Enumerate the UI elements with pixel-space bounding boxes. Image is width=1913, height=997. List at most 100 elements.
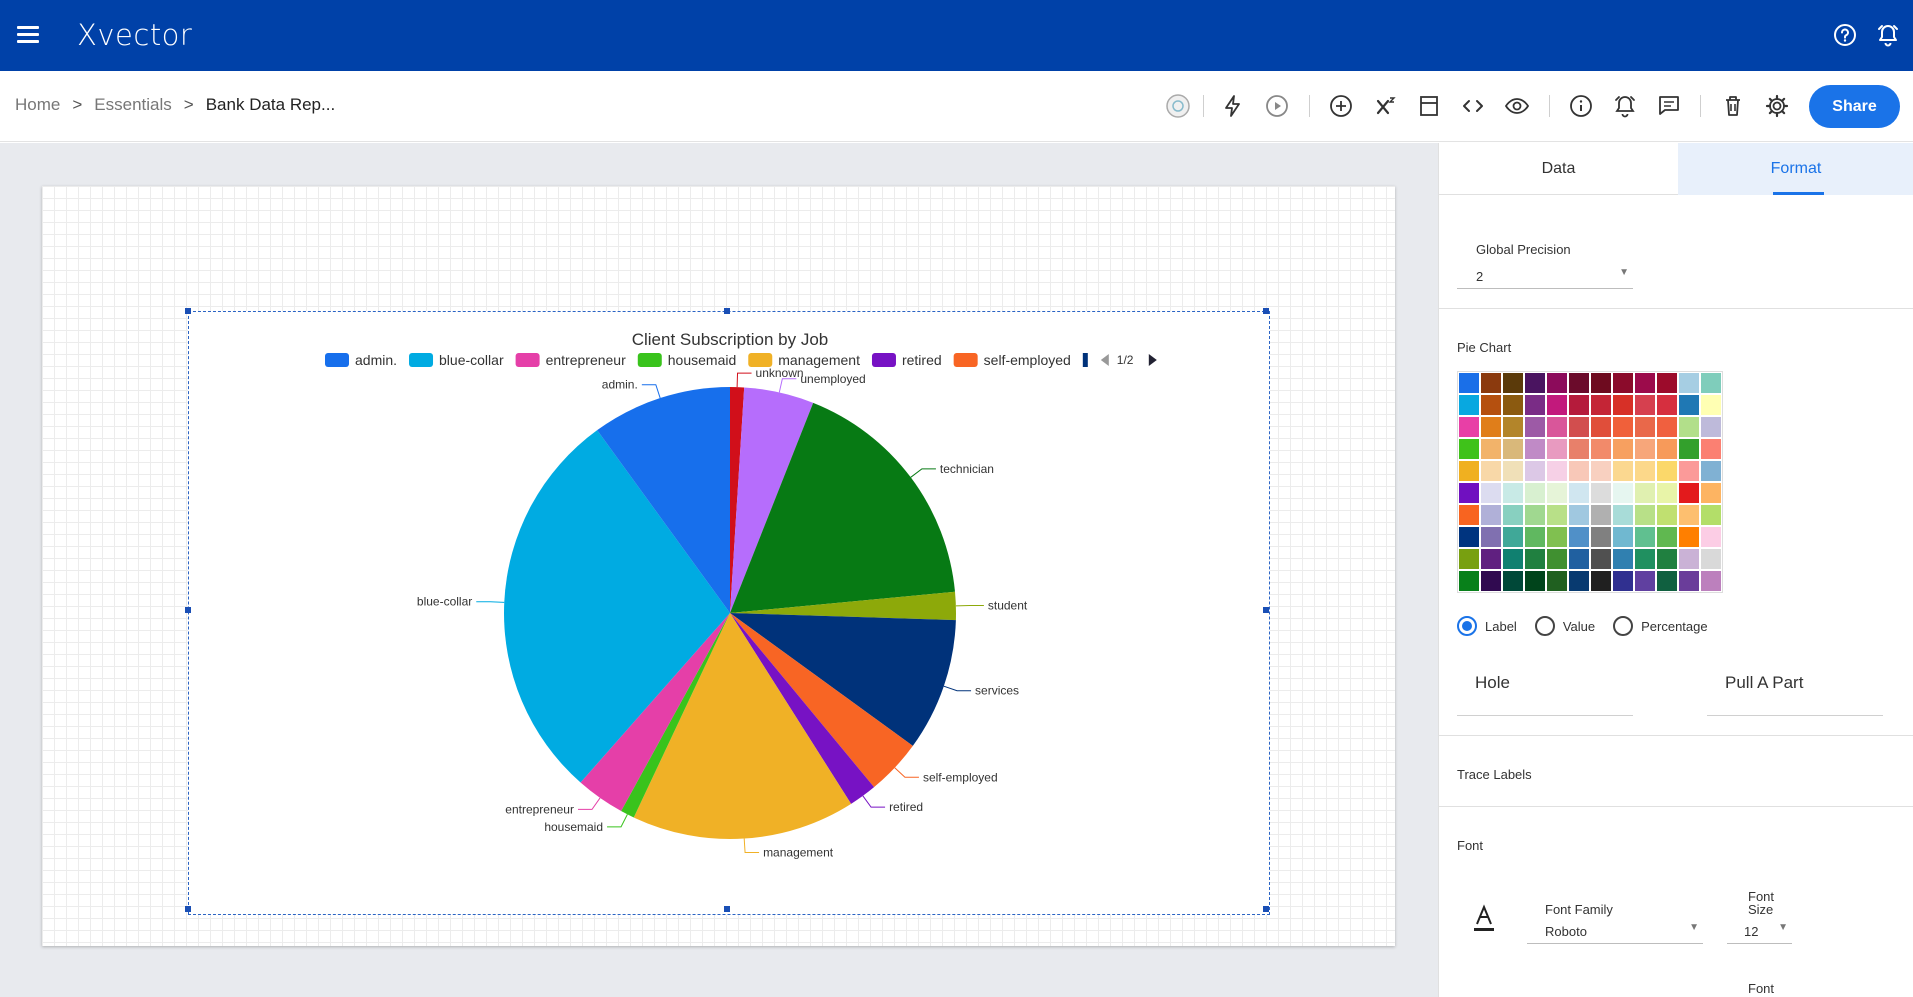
- color-swatch[interactable]: [1590, 548, 1612, 570]
- color-swatch[interactable]: [1546, 482, 1568, 504]
- breadcrumb-essentials[interactable]: Essentials: [94, 95, 172, 114]
- color-swatch[interactable]: [1524, 570, 1546, 592]
- color-swatch[interactable]: [1678, 438, 1700, 460]
- color-swatch[interactable]: [1502, 482, 1524, 504]
- tab-format[interactable]: Format: [1678, 143, 1913, 195]
- tab-data[interactable]: Data: [1541, 160, 1576, 177]
- pie-chart-widget[interactable]: Client Subscription by Job admin. blue-co…: [185, 308, 1270, 915]
- color-swatch[interactable]: [1700, 460, 1722, 482]
- color-swatch[interactable]: [1458, 372, 1480, 394]
- color-swatch[interactable]: [1700, 482, 1722, 504]
- color-swatch[interactable]: [1612, 460, 1634, 482]
- color-swatch[interactable]: [1546, 504, 1568, 526]
- color-swatch[interactable]: [1546, 372, 1568, 394]
- color-swatch[interactable]: [1634, 372, 1656, 394]
- color-swatch[interactable]: [1524, 372, 1546, 394]
- color-swatch[interactable]: [1634, 504, 1656, 526]
- color-swatch[interactable]: [1656, 460, 1678, 482]
- menu-icon[interactable]: [17, 26, 39, 44]
- color-swatch[interactable]: [1634, 570, 1656, 592]
- pie-slice-bluecollar[interactable]: [503, 430, 730, 783]
- color-swatch[interactable]: [1590, 526, 1612, 548]
- code-icon[interactable]: [1460, 93, 1486, 119]
- color-swatch[interactable]: [1678, 416, 1700, 438]
- resize-handle-bottom-left[interactable]: [185, 906, 191, 912]
- resize-handle-bottom[interactable]: [724, 906, 730, 912]
- color-swatch[interactable]: [1568, 548, 1590, 570]
- pie-slice-housemaid[interactable]: [621, 613, 730, 818]
- color-swatch[interactable]: [1678, 372, 1700, 394]
- color-swatch[interactable]: [1700, 504, 1722, 526]
- color-swatch[interactable]: [1480, 482, 1502, 504]
- pie-slice-management[interactable]: [633, 613, 852, 839]
- legend-swatch[interactable]: [325, 353, 349, 367]
- hole-field[interactable]: Hole: [1457, 673, 1633, 716]
- formula-icon[interactable]: [1373, 93, 1399, 119]
- color-swatch[interactable]: [1524, 526, 1546, 548]
- pie-slice-unemployed[interactable]: [730, 387, 814, 613]
- color-swatch[interactable]: [1458, 416, 1480, 438]
- color-swatch[interactable]: [1590, 438, 1612, 460]
- color-swatch[interactable]: [1524, 394, 1546, 416]
- pie-slice-retired[interactable]: [730, 613, 875, 804]
- legend-swatch[interactable]: [748, 353, 773, 367]
- pie-slice-technician[interactable]: [730, 402, 955, 613]
- color-swatch[interactable]: [1524, 438, 1546, 460]
- color-swatch[interactable]: [1700, 416, 1722, 438]
- color-swatch[interactable]: [1612, 482, 1634, 504]
- trace-labels-label[interactable]: Trace Labels: [1457, 767, 1532, 782]
- color-swatch[interactable]: [1546, 570, 1568, 592]
- radio-value[interactable]: [1534, 616, 1555, 636]
- color-swatch[interactable]: [1634, 438, 1656, 460]
- color-swatch[interactable]: [1502, 438, 1524, 460]
- color-swatch[interactable]: [1458, 460, 1480, 482]
- resize-handle-bottom-right[interactable]: [1263, 906, 1269, 912]
- color-swatch[interactable]: [1656, 526, 1678, 548]
- color-swatch[interactable]: [1502, 372, 1524, 394]
- color-swatch[interactable]: [1502, 460, 1524, 482]
- color-swatch[interactable]: [1480, 372, 1502, 394]
- color-swatch[interactable]: [1678, 526, 1700, 548]
- pie-slice-admin[interactable]: [597, 387, 730, 613]
- color-swatch[interactable]: [1656, 416, 1678, 438]
- color-swatch[interactable]: [1546, 438, 1568, 460]
- color-swatch[interactable]: [1458, 526, 1480, 548]
- layout-icon[interactable]: [1416, 93, 1442, 119]
- color-swatch[interactable]: [1568, 504, 1590, 526]
- pie-slice-services[interactable]: [730, 613, 956, 746]
- color-swatch[interactable]: [1502, 416, 1524, 438]
- color-swatch[interactable]: [1502, 394, 1524, 416]
- color-swatch[interactable]: [1546, 416, 1568, 438]
- font-color-icon[interactable]: [1471, 904, 1497, 934]
- color-swatch[interactable]: [1678, 504, 1700, 526]
- color-swatch[interactable]: [1700, 394, 1722, 416]
- color-swatch[interactable]: [1590, 416, 1612, 438]
- legend-next-icon[interactable]: [1148, 354, 1157, 366]
- color-swatch[interactable]: [1524, 460, 1546, 482]
- radio-label[interactable]: [1457, 616, 1477, 636]
- font-family-select[interactable]: Roboto ▼: [1527, 920, 1703, 944]
- color-swatch[interactable]: [1678, 482, 1700, 504]
- color-swatch[interactable]: [1568, 394, 1590, 416]
- resize-handle-top-right[interactable]: [1263, 308, 1269, 314]
- color-swatch[interactable]: [1612, 548, 1634, 570]
- resize-handle-top-left[interactable]: [185, 308, 191, 314]
- resize-handle-left[interactable]: [185, 607, 191, 613]
- alert-bell-icon[interactable]: [1612, 93, 1638, 119]
- breadcrumb-home[interactable]: Home: [15, 95, 61, 114]
- color-swatch[interactable]: [1590, 570, 1612, 592]
- pie-slice-entrepreneur[interactable]: [580, 613, 730, 812]
- color-swatch[interactable]: [1590, 372, 1612, 394]
- preview-eye-icon[interactable]: [1504, 93, 1530, 119]
- settings-gear-icon[interactable]: [1764, 93, 1790, 119]
- color-swatch[interactable]: [1524, 504, 1546, 526]
- color-swatch[interactable]: [1612, 394, 1634, 416]
- color-swatch[interactable]: [1590, 482, 1612, 504]
- color-swatch[interactable]: [1678, 460, 1700, 482]
- notification-alarm-icon[interactable]: [1875, 22, 1901, 48]
- color-swatch[interactable]: [1568, 526, 1590, 548]
- color-swatch[interactable]: [1568, 570, 1590, 592]
- color-swatch[interactable]: [1590, 460, 1612, 482]
- legend-item-label[interactable]: self-employed: [984, 352, 1071, 368]
- color-swatch[interactable]: [1634, 548, 1656, 570]
